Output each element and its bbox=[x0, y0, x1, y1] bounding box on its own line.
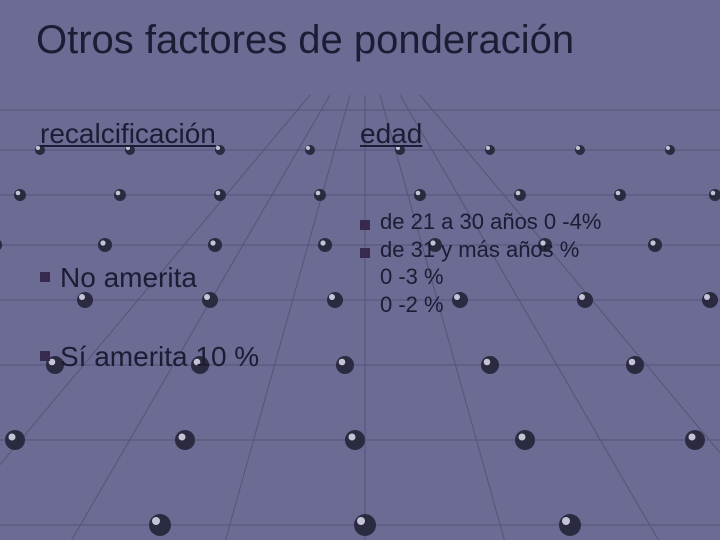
bullet-icon bbox=[40, 351, 50, 361]
bullet-text: No amerita bbox=[60, 260, 197, 295]
bullet-icon bbox=[360, 220, 370, 230]
list-item: No amerita bbox=[40, 260, 350, 295]
right-column: edad de 21 a 30 años 0 -4% de 31 y más a… bbox=[360, 118, 690, 318]
slide-title: Otros factores de ponderación bbox=[36, 18, 684, 63]
bullet-text: Sí amerita 10 % bbox=[60, 339, 259, 374]
left-heading: recalcificación bbox=[40, 118, 350, 150]
list-item: Sí amerita 10 % bbox=[40, 339, 350, 374]
bullet-text: de 31 y más años % bbox=[380, 236, 579, 264]
left-column: recalcificación No amerita Sí amerita 10… bbox=[40, 118, 350, 384]
bullet-text: de 21 a 30 años 0 -4% bbox=[380, 208, 601, 236]
list-item: de 21 a 30 años 0 -4% bbox=[360, 208, 690, 236]
list-item: de 31 y más años % bbox=[360, 236, 690, 264]
right-heading: edad bbox=[360, 118, 690, 150]
bullet-icon bbox=[360, 248, 370, 258]
slide: Otros factores de ponderación recalcific… bbox=[0, 0, 720, 540]
bullet-icon bbox=[40, 272, 50, 282]
bullet-subline: 0 -3 % bbox=[380, 263, 690, 291]
bullet-subline: 0 -2 % bbox=[380, 291, 690, 319]
